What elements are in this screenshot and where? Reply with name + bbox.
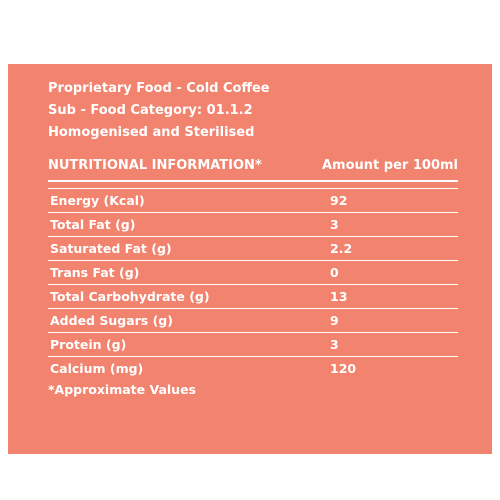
table-row: Total Carbohydrate (g) 13: [48, 285, 458, 309]
nutrient-label: Total Fat (g): [50, 217, 136, 232]
table-row: Added Sugars (g) 9: [48, 309, 458, 333]
table-row: Total Fat (g) 3: [48, 213, 458, 237]
table-header: NUTRITIONAL INFORMATION* Amount per 100m…: [48, 154, 458, 182]
table-row: Saturated Fat (g) 2.2: [48, 237, 458, 261]
nutrient-label: Saturated Fat (g): [50, 241, 172, 256]
nutrient-value: 92: [330, 193, 348, 208]
nutrition-label-panel: Proprietary Food - Cold Coffee Sub - Foo…: [8, 64, 492, 454]
table-row: Protein (g) 3: [48, 333, 458, 357]
table-row: Trans Fat (g) 0: [48, 261, 458, 285]
product-type: Proprietary Food - Cold Coffee: [48, 81, 270, 96]
nutrient-label: Protein (g): [50, 337, 127, 352]
approximate-values-note: *Approximate Values: [48, 382, 196, 397]
nutrition-table: NUTRITIONAL INFORMATION* Amount per 100m…: [48, 154, 458, 380]
table-row: Energy (Kcal) 92: [48, 188, 458, 213]
nutrient-label: Total Carbohydrate (g): [50, 289, 210, 304]
nutrient-label: Trans Fat (g): [50, 265, 140, 280]
nutrient-value: 3: [330, 337, 339, 352]
nutrient-value: 2.2: [330, 241, 353, 256]
nutrient-value: 9: [330, 313, 339, 328]
nutrient-value: 0: [330, 265, 339, 280]
nutrient-label: Added Sugars (g): [50, 313, 173, 328]
table-row: Calcium (mg) 120: [48, 357, 458, 380]
nutrient-value: 120: [330, 361, 357, 376]
nutrition-heading: NUTRITIONAL INFORMATION*: [48, 158, 262, 173]
processing-note: Homogenised and Sterilised: [48, 125, 255, 140]
nutrient-label: Energy (Kcal): [50, 193, 145, 208]
nutrient-label: Calcium (mg): [50, 361, 144, 376]
amount-heading: Amount per 100ml: [322, 158, 458, 173]
nutrient-value: 3: [330, 217, 339, 232]
product-header: Proprietary Food - Cold Coffee Sub - Foo…: [48, 78, 270, 144]
food-category: Sub - Food Category: 01.1.2: [48, 103, 253, 118]
nutrient-value: 13: [330, 289, 348, 304]
